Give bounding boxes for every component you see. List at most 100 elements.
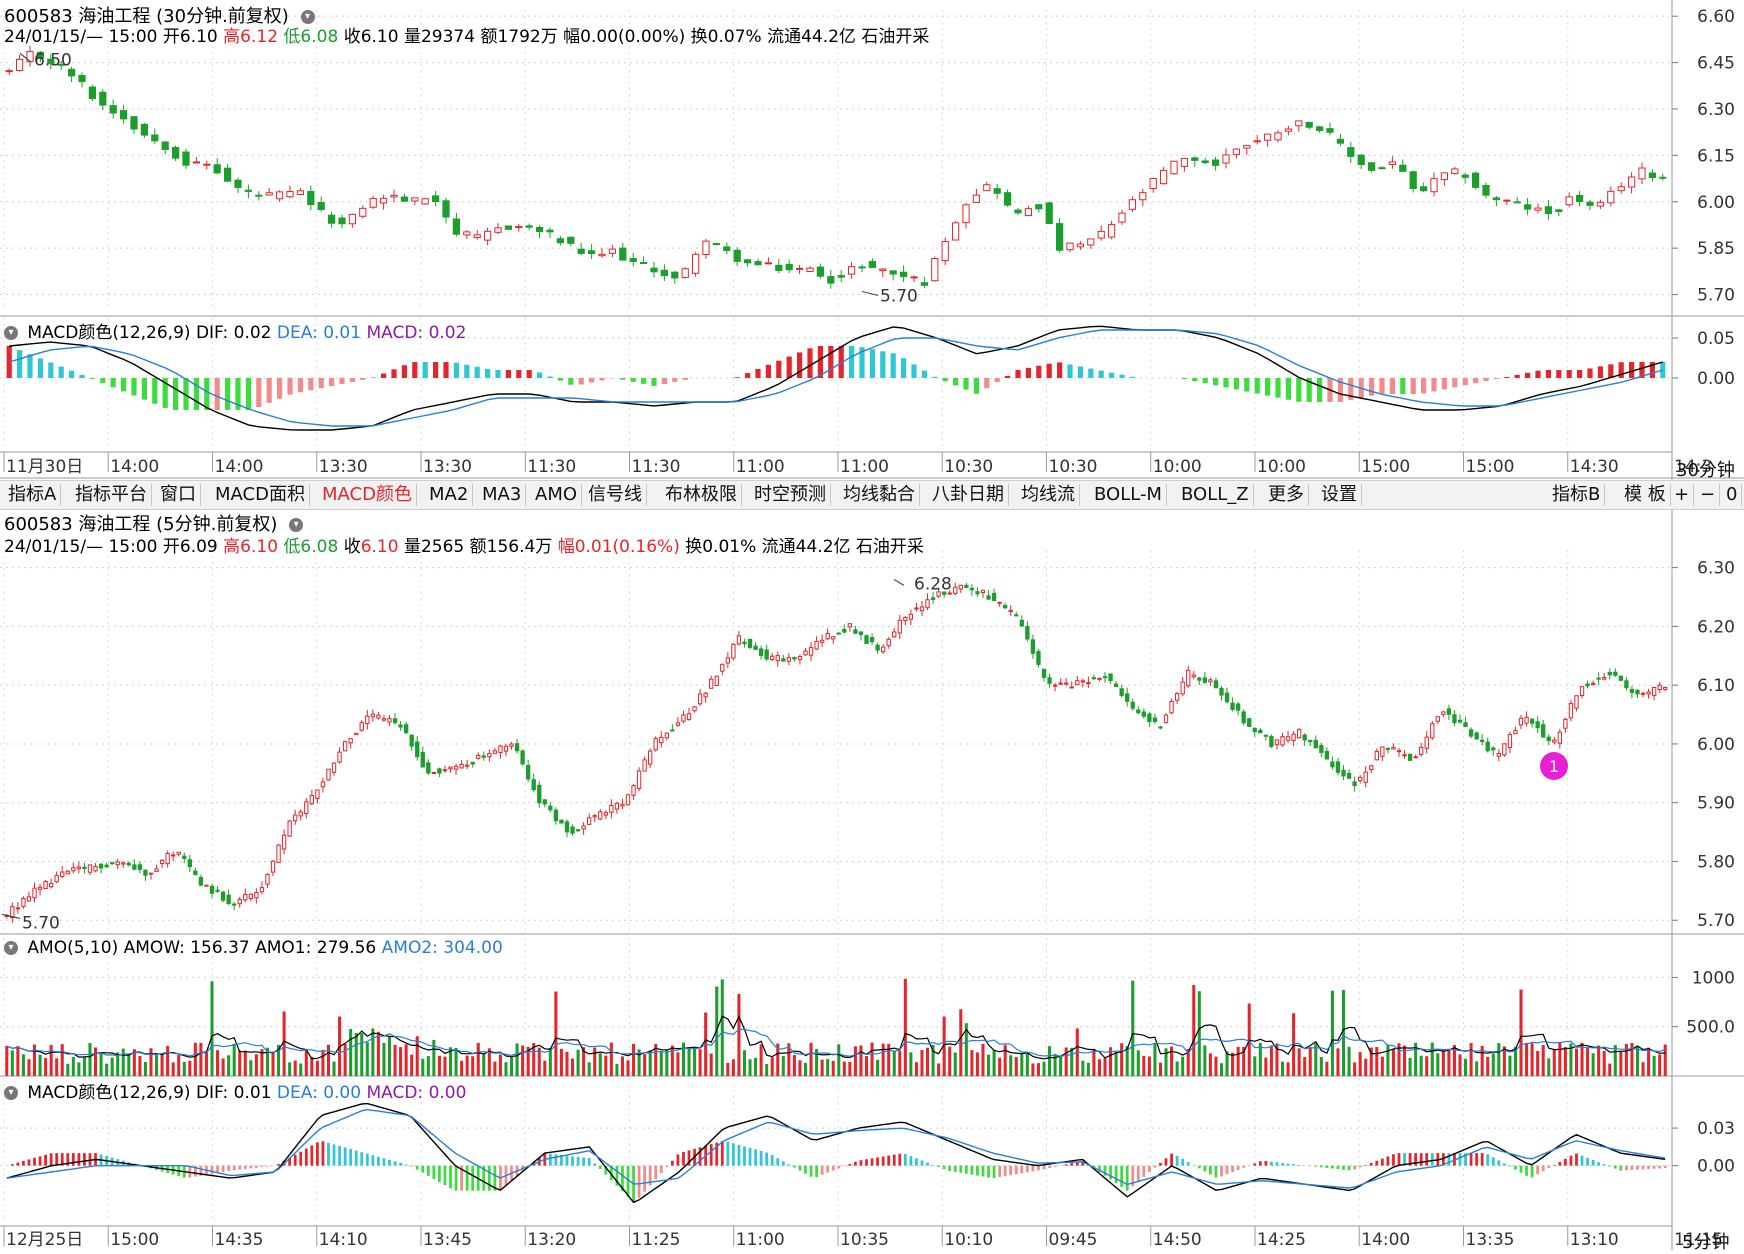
high-mark-arrow bbox=[19, 52, 31, 62]
top-price-candle bbox=[1024, 208, 1033, 217]
bottom-price-candle bbox=[1097, 677, 1102, 680]
top-price-candle bbox=[899, 271, 908, 278]
bottom-price-candle bbox=[459, 763, 464, 769]
bottom-price-candle bbox=[925, 599, 930, 609]
top-info-close-label: 收 bbox=[343, 27, 361, 47]
toolbar-item-6[interactable]: MA3 bbox=[478, 484, 527, 506]
toolbar-item-14[interactable]: BOLL-M bbox=[1090, 484, 1167, 506]
bottom-price-candle bbox=[648, 750, 653, 765]
bottom-price-candle bbox=[542, 799, 547, 805]
bottom-x-tick-label: 13:10 bbox=[1570, 1230, 1619, 1250]
toolbar-right-item-4[interactable]: 0 bbox=[1722, 484, 1743, 506]
toolbar-item-9[interactable]: 布林极限 bbox=[661, 484, 742, 506]
bottom-price-candle bbox=[581, 825, 586, 830]
chevron-down-icon[interactable]: ▾ bbox=[300, 10, 315, 24]
top-x-tick-label: 14:3 bbox=[1674, 457, 1712, 477]
bottom-price-candle bbox=[1629, 689, 1635, 693]
top-price-candle bbox=[1336, 138, 1345, 144]
top-x-tick-label: 10:30 bbox=[1049, 457, 1098, 477]
toolbar-item-16[interactable]: 更多 bbox=[1264, 484, 1309, 506]
bottom-price-candle bbox=[1014, 614, 1019, 617]
toolbar-right-item-0[interactable]: 指标B bbox=[1548, 484, 1606, 506]
toolbar-item-3[interactable]: MACD面积 bbox=[211, 484, 310, 506]
bottom-price-candle bbox=[1607, 671, 1612, 676]
amo2-line bbox=[6, 1028, 1666, 1057]
top-price-candle bbox=[1243, 145, 1251, 149]
bottom-macd-header: ▾ MACD颜色(12,26,9) DIF: 0.01 DEA: 0.00 MA… bbox=[4, 1078, 466, 1103]
top-price-candle bbox=[15, 58, 24, 71]
bottom-price-candle bbox=[409, 734, 414, 747]
y-tick-label: 6.10 bbox=[1697, 676, 1735, 696]
toolbar-item-13[interactable]: 均线流 bbox=[1017, 484, 1080, 506]
top-price-candle bbox=[619, 247, 627, 261]
top-price-candle bbox=[1492, 197, 1501, 201]
bottom-price-candle bbox=[1474, 732, 1479, 740]
bottom-price-candle bbox=[182, 855, 187, 859]
top-price-candle bbox=[785, 263, 793, 271]
top-price-candle bbox=[879, 268, 887, 271]
top-price-candle bbox=[494, 227, 502, 233]
bottom-price-candle bbox=[137, 864, 143, 870]
top-price-candle bbox=[858, 266, 866, 269]
chevron-down-icon[interactable]: ▾ bbox=[289, 518, 304, 532]
top-price-candle bbox=[1544, 206, 1553, 215]
bottom-price-candle bbox=[636, 770, 642, 789]
marker-badge-circle[interactable] bbox=[1540, 752, 1568, 780]
bottom-price-candle bbox=[914, 607, 919, 610]
toolbar-item-2[interactable]: 窗口 bbox=[156, 484, 201, 506]
toolbar-right-item-1[interactable]: 模 板 bbox=[1620, 484, 1671, 506]
top-price-candle bbox=[411, 197, 419, 202]
collapse-icon[interactable]: ▾ bbox=[4, 941, 18, 955]
bottom-price-candle bbox=[276, 844, 281, 863]
bottom-price-candle bbox=[1413, 756, 1418, 759]
toolbar-item-4[interactable]: MACD颜色 bbox=[318, 484, 417, 506]
top-price-candle bbox=[1440, 172, 1449, 181]
bottom-price-candle bbox=[309, 795, 315, 805]
bottom-price-candle bbox=[880, 646, 886, 653]
top-price-candle bbox=[868, 260, 877, 269]
top-info-close: 6.10 bbox=[360, 27, 399, 47]
toolbar-item-17[interactable]: 设置 bbox=[1317, 484, 1362, 506]
bottom-price-candle bbox=[781, 658, 786, 662]
toolbar-item-5[interactable]: MA2 bbox=[425, 484, 474, 506]
top-price-candle bbox=[1565, 196, 1573, 206]
toolbar-item-8[interactable]: 信号线 bbox=[584, 484, 647, 506]
top-x-tick-label: 10:00 bbox=[1257, 457, 1306, 477]
bottom-price-candle bbox=[281, 834, 287, 850]
bottom-price-candle bbox=[1380, 746, 1385, 757]
toolbar-item-1[interactable]: 指标平台 bbox=[71, 484, 152, 506]
toolbar-item-10[interactable]: 时空预测 bbox=[750, 484, 831, 506]
toolbar-right-item-3[interactable]: − bbox=[1696, 484, 1721, 506]
bottom-price-candle bbox=[503, 745, 509, 752]
top-info-low-label: 低 bbox=[283, 27, 301, 47]
toolbar-right-item-2[interactable]: + bbox=[1670, 484, 1695, 506]
bottom-price-candle bbox=[1169, 700, 1174, 714]
top-price-candle bbox=[234, 179, 242, 188]
collapse-icon[interactable]: ▾ bbox=[4, 1086, 18, 1100]
toolbar-item-11[interactable]: 均线黏合 bbox=[839, 484, 920, 506]
toolbar-item-7[interactable]: AMO bbox=[531, 484, 583, 506]
top-price-candle bbox=[910, 276, 918, 279]
bottom-price-candle bbox=[614, 802, 620, 810]
top-price-candle bbox=[307, 191, 315, 206]
top-x-tick-label: 14:30 bbox=[1570, 457, 1619, 477]
bottom-price-candle bbox=[21, 897, 26, 907]
bottom-info-float-label: 流通 bbox=[761, 537, 796, 557]
bottom-price-candle bbox=[1219, 687, 1224, 696]
bottom-price-candle bbox=[426, 762, 431, 774]
top-price-candle bbox=[1107, 224, 1116, 238]
toolbar-item-12[interactable]: 八卦日期 bbox=[928, 484, 1009, 506]
top-price-candle bbox=[629, 258, 637, 262]
toolbar-item-0[interactable]: 指标A bbox=[4, 484, 62, 506]
bottom-price-candle bbox=[243, 893, 248, 901]
top-price-candle bbox=[816, 266, 825, 277]
bottom-period-label[interactable]: 5分钟 bbox=[1682, 1232, 1730, 1253]
top-price-candle bbox=[473, 234, 481, 239]
bottom-price-candle bbox=[132, 864, 137, 870]
top-price-candle bbox=[1534, 207, 1542, 211]
top-period-label[interactable]: 30分钟 bbox=[1676, 460, 1735, 481]
bottom-price-candle bbox=[1102, 676, 1108, 679]
collapse-icon[interactable]: ▾ bbox=[4, 326, 18, 340]
toolbar-item-15[interactable]: BOLL_Z bbox=[1177, 484, 1254, 506]
